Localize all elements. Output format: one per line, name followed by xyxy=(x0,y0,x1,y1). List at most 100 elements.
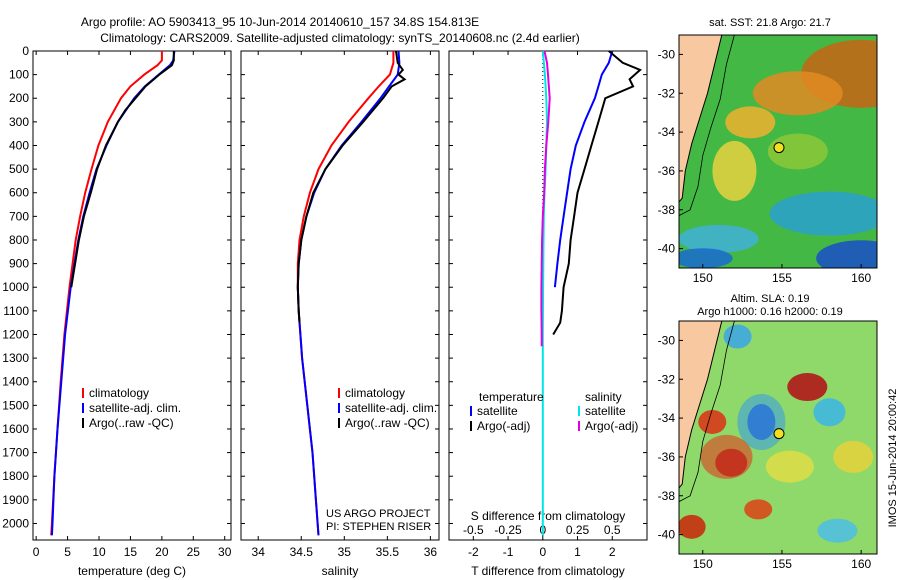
salinity-tick-label: 0.5 xyxy=(604,523,621,537)
sla-patch xyxy=(700,434,753,479)
sla-patch xyxy=(833,440,874,473)
series-line-argo-raw-qc- xyxy=(296,50,407,323)
x-tick-label: 35 xyxy=(338,545,352,559)
map-frame xyxy=(678,320,878,555)
map-y-tick-label: -38 xyxy=(658,489,676,503)
x-tick-label: 0 xyxy=(33,545,40,559)
shelf-contour xyxy=(679,321,735,502)
salinity-tick-label: -0.25 xyxy=(494,523,522,537)
y-tick-label: 900 xyxy=(9,257,29,271)
legend-label: Argo(..raw -QC) xyxy=(89,416,174,430)
sla-patch xyxy=(723,324,752,349)
series-line-argo-adj- xyxy=(552,50,642,336)
x-tick-label: 34.5 xyxy=(290,545,314,559)
x-tick-label: 34 xyxy=(252,545,266,559)
sla-patch xyxy=(817,518,858,543)
legend-label: satellite xyxy=(585,404,626,418)
temperature-panel: 0100200300400500600700800900100011001200… xyxy=(2,44,231,578)
y-tick-label: 1400 xyxy=(2,375,29,389)
project-label: US ARGO PROJECT xyxy=(326,508,431,520)
legend-label: satellite-adj. clim. xyxy=(345,401,437,415)
x-tick-label: 2 xyxy=(609,545,616,559)
x-tick-label: 30 xyxy=(218,545,232,559)
x-tick-label: 35.5 xyxy=(376,545,400,559)
y-tick-label: 800 xyxy=(9,233,29,247)
map-y-tick-label: -30 xyxy=(658,47,676,61)
land-area xyxy=(679,35,723,203)
y-tick-label: 1600 xyxy=(2,422,29,436)
y-tick-label: 200 xyxy=(9,91,29,105)
sla-map-title-1: Altim. SLA: 0.19 xyxy=(731,293,810,305)
land-area xyxy=(679,321,723,489)
x-tick-label: 36 xyxy=(424,545,438,559)
x-tick-label: 25 xyxy=(187,545,201,559)
y-tick-label: 300 xyxy=(9,115,29,129)
sla-map: 150 155 160 -30 -32 -34 -36 -38 -40 xyxy=(658,320,878,571)
y-tick-label: 1000 xyxy=(2,280,29,294)
map-y-tick-label: -40 xyxy=(658,528,676,542)
y-tick-label: 600 xyxy=(9,186,29,200)
map-x-tick-label: 160 xyxy=(851,271,871,285)
salinity-tick-label: 0.25 xyxy=(566,523,590,537)
x-tick-label: 1 xyxy=(574,545,581,559)
sla-patch xyxy=(698,409,727,434)
map-y-tick-label: -32 xyxy=(658,372,676,386)
plot-frame xyxy=(32,50,232,541)
y-tick-label: 400 xyxy=(9,138,29,152)
x-axis-label: salinity xyxy=(322,564,359,578)
x-axis-label: T difference from climatology xyxy=(471,564,625,578)
sla-patch xyxy=(737,393,786,450)
sst-patch xyxy=(767,133,828,170)
sst-patch xyxy=(679,224,759,253)
difference-panel: -2 -1 0 1 2 T difference from climatology -0.5… xyxy=(448,50,648,578)
x-tick-label: 20 xyxy=(155,545,169,559)
y-tick-label: 2000 xyxy=(2,516,29,530)
y-tick-label: 1200 xyxy=(2,327,29,341)
float-location-marker xyxy=(773,428,785,440)
map-x-tick-label: 155 xyxy=(772,271,792,285)
legend-group-label: salinity xyxy=(585,390,622,404)
map-x-tick-label: 155 xyxy=(772,557,792,571)
legend-label: climatology xyxy=(89,386,149,400)
y-tick-label: 1900 xyxy=(2,493,29,507)
sst-patch xyxy=(679,248,733,268)
legend-group-label: temperature xyxy=(479,390,544,404)
map-y-tick-label: -30 xyxy=(658,333,676,347)
sst-patch xyxy=(769,191,877,236)
y-tick-label: 1100 xyxy=(3,304,29,318)
sst-map-title: sat. SST: 21.8 Argo: 21.7 xyxy=(709,17,831,29)
x-tick-label: 10 xyxy=(92,545,106,559)
legend-label: Argo(-adj) xyxy=(585,419,638,433)
salinity-axis-label: S difference from climatology xyxy=(471,509,626,523)
float-location-marker xyxy=(773,142,785,154)
x-tick-label: -2 xyxy=(468,545,479,559)
y-tick-label: 0 xyxy=(22,44,29,58)
map-frame xyxy=(678,34,878,269)
y-tick-label: 700 xyxy=(9,209,29,223)
legend-label: satellite xyxy=(477,404,518,418)
y-tick-label: 1800 xyxy=(2,469,29,483)
map-x-tick-label: 150 xyxy=(693,557,713,571)
y-tick-label: 1300 xyxy=(2,351,29,365)
map-field xyxy=(679,321,877,554)
sla-map-title-2: Argo h1000: 0.16 h2000: 0.19 xyxy=(697,306,843,318)
map-y-tick-label: -32 xyxy=(658,86,676,100)
y-tick-label: 100 xyxy=(9,68,29,82)
map-y-tick-label: -34 xyxy=(658,125,676,139)
legend-label: Argo(..raw -QC) xyxy=(345,416,430,430)
sst-patch xyxy=(712,140,757,201)
legend-label: satellite-adj. clim. xyxy=(89,401,181,415)
salinity-tick-label: -0.5 xyxy=(463,523,484,537)
credit-label: IMOS 15-Jun-2014 20:00:42 xyxy=(887,389,899,528)
pi-label: PI: STEPHEN RISER xyxy=(326,521,431,533)
plot-frame xyxy=(240,50,440,541)
series-line-argo-raw-qc- xyxy=(70,51,175,288)
sst-patch xyxy=(816,240,877,268)
y-tick-label: 1700 xyxy=(2,446,29,460)
shelf-contour xyxy=(679,35,735,216)
sla-patch xyxy=(679,514,706,539)
x-tick-label: 5 xyxy=(64,545,71,559)
map-x-tick-label: 150 xyxy=(693,271,713,285)
